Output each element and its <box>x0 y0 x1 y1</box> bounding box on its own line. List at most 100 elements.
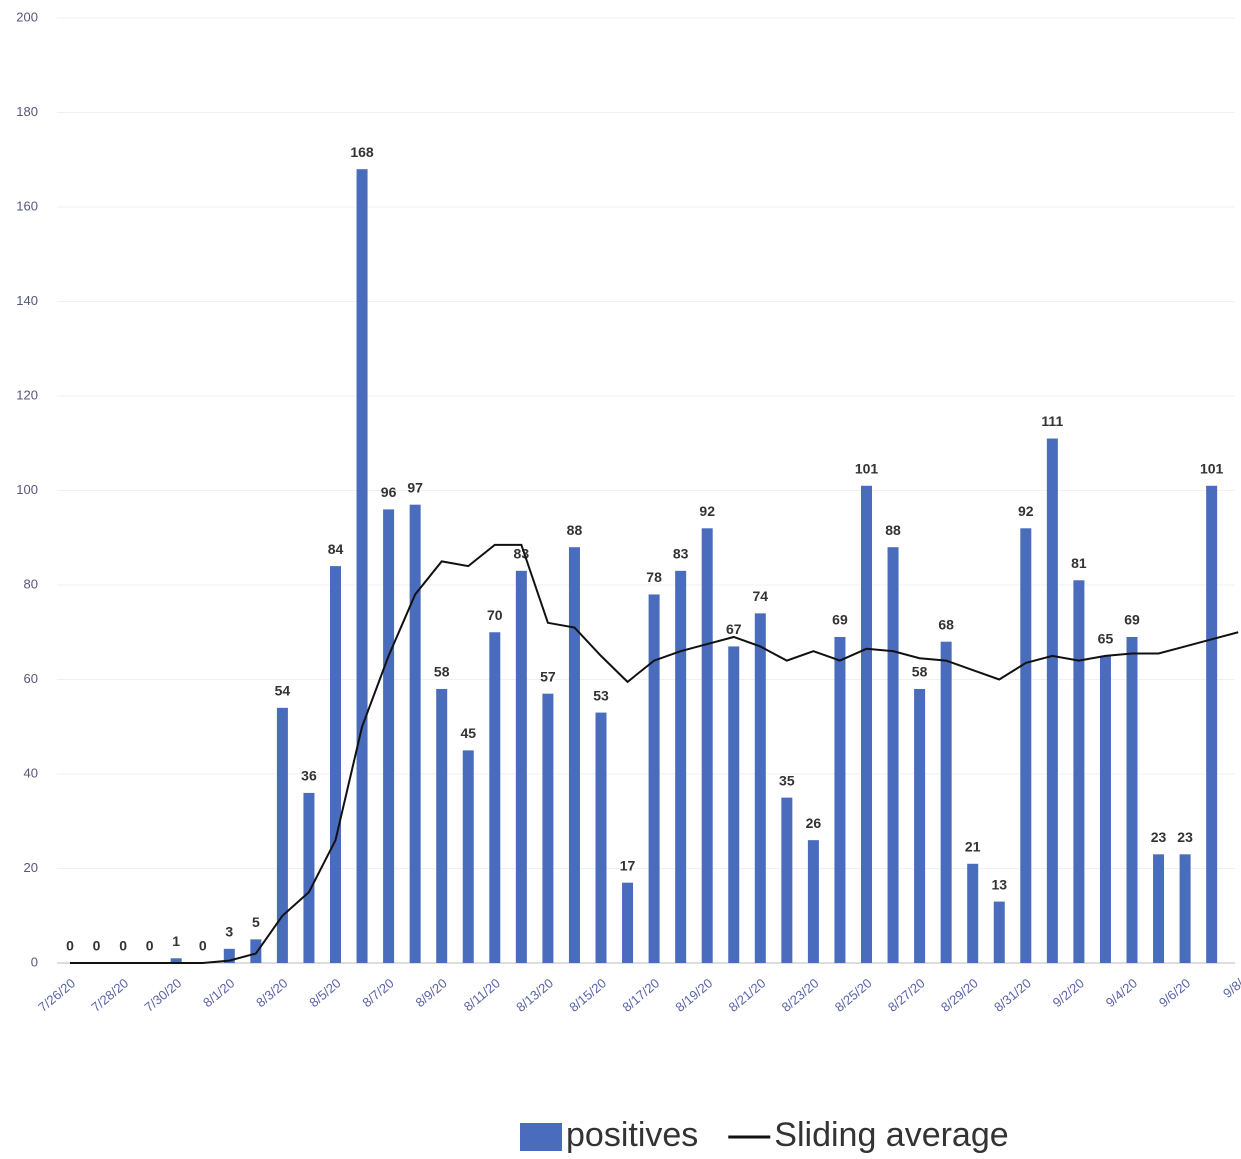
bar <box>993 901 1005 963</box>
x-tick-label: 8/31/20 <box>991 975 1034 1014</box>
x-tick-label: 8/15/20 <box>566 975 609 1014</box>
x-tick-label: 8/17/20 <box>619 975 662 1014</box>
bar <box>542 693 554 963</box>
bar <box>728 646 740 963</box>
x-tick-label: 8/25/20 <box>832 975 875 1014</box>
data-label: 26 <box>806 815 822 831</box>
bar <box>223 948 235 963</box>
bar <box>1020 528 1032 963</box>
y-tick-label: 20 <box>24 860 38 875</box>
data-label: 17 <box>620 857 636 873</box>
bar <box>383 509 395 963</box>
data-label: 78 <box>646 569 662 585</box>
x-tick-label: 7/30/20 <box>141 975 184 1014</box>
x-tick-label: 9/6/20 <box>1156 975 1193 1010</box>
data-label: 0 <box>66 938 74 954</box>
data-label: 23 <box>1151 829 1167 845</box>
data-label: 88 <box>567 522 583 538</box>
data-label: 96 <box>381 484 397 500</box>
data-label: 81 <box>1071 555 1087 571</box>
data-label: 35 <box>779 772 795 788</box>
x-tick-label: 9/8/ <box>1220 975 1241 1001</box>
bar <box>330 566 341 963</box>
bar <box>1206 485 1218 963</box>
data-label: 70 <box>487 607 503 623</box>
data-label: 97 <box>407 479 423 495</box>
x-tick-label: 7/26/20 <box>35 975 78 1014</box>
data-label: 5 <box>252 914 260 930</box>
bar <box>276 707 288 963</box>
data-label: 0 <box>93 938 101 954</box>
bar <box>356 169 368 963</box>
bar <box>568 547 580 963</box>
data-label: 23 <box>1177 829 1193 845</box>
x-tick-label: 8/21/20 <box>726 975 769 1014</box>
bar <box>489 632 501 963</box>
bar <box>701 528 713 963</box>
bar <box>675 570 687 963</box>
data-label: 0 <box>119 938 127 954</box>
bar <box>622 882 634 963</box>
y-tick-label: 140 <box>16 293 38 308</box>
legend-label: Sliding average <box>774 1116 1008 1154</box>
bar <box>1179 854 1191 963</box>
bar <box>648 594 660 963</box>
bar <box>436 688 448 963</box>
x-tick-label: 8/9/20 <box>412 975 449 1010</box>
y-tick-label: 100 <box>16 482 38 497</box>
bar <box>515 570 527 963</box>
legend-swatch <box>520 1123 562 1151</box>
data-label: 92 <box>1018 503 1034 519</box>
data-label: 1 <box>172 933 180 949</box>
x-tick-label: 8/13/20 <box>513 975 556 1014</box>
y-tick-label: 40 <box>24 765 38 780</box>
x-tick-label: 8/29/20 <box>938 975 981 1014</box>
data-label: 58 <box>912 664 928 680</box>
bar <box>1046 438 1058 963</box>
y-tick-label: 200 <box>16 9 38 24</box>
bar <box>595 712 607 963</box>
bar <box>409 504 421 963</box>
x-tick-label: 8/3/20 <box>253 975 290 1010</box>
data-label: 69 <box>832 612 848 628</box>
x-tick-label: 8/11/20 <box>461 975 503 1014</box>
data-label: 58 <box>434 664 450 680</box>
bar <box>807 840 819 963</box>
y-tick-label: 160 <box>16 198 38 213</box>
data-label: 0 <box>146 938 154 954</box>
bar <box>250 939 262 963</box>
legend-label: positives <box>566 1116 698 1154</box>
y-tick-label: 60 <box>24 671 38 686</box>
y-tick-label: 120 <box>16 387 38 402</box>
x-tick-label: 7/28/20 <box>88 975 131 1014</box>
bar <box>781 797 793 963</box>
data-label: 84 <box>328 541 344 557</box>
data-label: 57 <box>540 668 556 684</box>
y-tick-label: 80 <box>24 576 38 591</box>
data-label: 53 <box>593 687 609 703</box>
x-tick-label: 8/19/20 <box>672 975 715 1014</box>
bar <box>754 613 766 963</box>
bar <box>861 485 872 963</box>
data-label: 74 <box>753 588 769 604</box>
data-label: 88 <box>885 522 901 538</box>
data-label: 65 <box>1098 631 1114 647</box>
data-label: 3 <box>225 924 233 940</box>
bar <box>1126 636 1138 963</box>
bar <box>940 641 952 963</box>
data-label: 67 <box>726 621 742 637</box>
data-label: 101 <box>1200 460 1224 476</box>
data-label: 92 <box>699 503 715 519</box>
bar <box>967 863 979 963</box>
x-tick-label: 9/4/20 <box>1103 975 1140 1010</box>
bar <box>170 958 182 963</box>
data-label: 101 <box>855 460 879 476</box>
bar <box>462 750 474 963</box>
data-label: 168 <box>350 144 374 160</box>
bar <box>834 636 846 963</box>
data-label: 83 <box>673 546 689 562</box>
x-tick-label: 8/23/20 <box>779 975 822 1014</box>
y-tick-label: 0 <box>31 954 38 969</box>
y-tick-label: 180 <box>16 104 38 119</box>
